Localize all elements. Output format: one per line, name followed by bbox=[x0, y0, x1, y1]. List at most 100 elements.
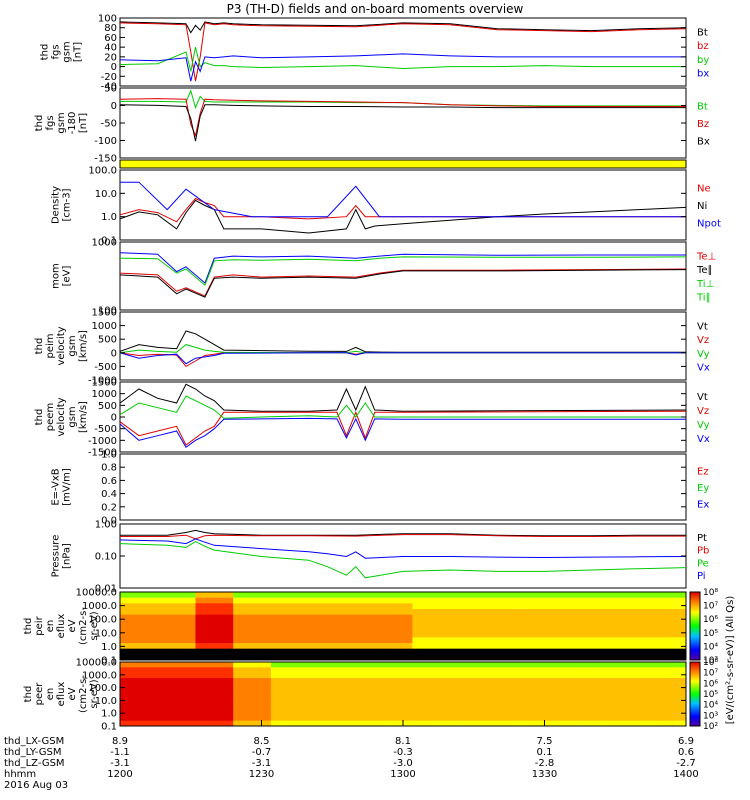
spectrogram-cell bbox=[336, 667, 347, 674]
spectrogram-cell bbox=[610, 609, 621, 616]
spectrogram-cell bbox=[308, 683, 319, 690]
spectrogram-cell bbox=[195, 592, 206, 599]
y-axis-label: [mV/m] bbox=[62, 468, 73, 506]
y-tick-label: 0.1 bbox=[101, 236, 117, 247]
spectrogram-cell bbox=[440, 720, 451, 727]
spectrogram-cell bbox=[450, 603, 461, 610]
spectrogram-cell bbox=[440, 603, 451, 610]
spectrogram-cell bbox=[289, 631, 300, 638]
spectrogram-cell bbox=[204, 662, 215, 668]
spectrogram-cell bbox=[167, 648, 178, 655]
spectrogram-cell bbox=[610, 688, 621, 695]
spectrogram-cell bbox=[233, 678, 244, 684]
spectrogram-cell bbox=[327, 597, 338, 604]
spectrogram-cell bbox=[336, 720, 347, 727]
spectrogram-cell bbox=[384, 688, 395, 695]
spectrogram-cell bbox=[280, 715, 291, 722]
y-axis-label: fgs bbox=[51, 44, 62, 59]
spectrogram-cell bbox=[610, 654, 621, 661]
spectrogram-cell bbox=[431, 637, 442, 644]
spectrogram-cell bbox=[242, 631, 253, 638]
spectrogram-cell bbox=[129, 637, 140, 644]
y-tick-label: 0.01 bbox=[95, 584, 117, 595]
spectrogram-cell bbox=[478, 637, 489, 644]
spectrogram-cell bbox=[233, 662, 244, 668]
spectrogram-cell bbox=[497, 704, 508, 711]
spectrogram-cell bbox=[601, 704, 612, 711]
spectrogram-cell bbox=[535, 620, 545, 627]
spectrogram-cell bbox=[582, 710, 593, 716]
spectrogram-cell bbox=[572, 631, 583, 638]
spectrogram-cell bbox=[601, 720, 612, 727]
spectrogram-cell bbox=[412, 592, 423, 599]
spectrogram-cell bbox=[167, 603, 178, 610]
spectrogram-cell bbox=[450, 620, 461, 627]
spectrogram-cell bbox=[355, 626, 366, 633]
spectrogram-cell bbox=[469, 597, 479, 604]
spectrogram-cell bbox=[421, 603, 432, 610]
spectrogram-cell bbox=[129, 643, 140, 650]
spectrogram-cell bbox=[242, 648, 253, 655]
spectrogram-cell bbox=[506, 662, 517, 668]
spectrogram-cell bbox=[242, 620, 253, 627]
spectrogram-cell bbox=[157, 592, 168, 599]
spectrogram-cell bbox=[497, 592, 508, 599]
spectrogram-cell bbox=[148, 614, 159, 621]
spectrogram-cell bbox=[327, 614, 338, 621]
spectrogram-cell bbox=[459, 631, 470, 638]
spectrogram-cell bbox=[506, 710, 517, 716]
spectrogram-cell bbox=[384, 683, 395, 690]
spectrogram-cell bbox=[648, 710, 659, 716]
spectrogram-cell bbox=[667, 603, 678, 610]
spectrogram-cell bbox=[186, 597, 196, 604]
spectrogram-cell bbox=[563, 648, 574, 655]
spectrogram-cell bbox=[223, 672, 234, 679]
spectrogram-cell bbox=[299, 715, 310, 722]
spectrogram-cell bbox=[204, 678, 215, 684]
spectrogram-cell bbox=[676, 694, 687, 700]
spectrogram-cell bbox=[336, 672, 347, 679]
spectrogram-cell bbox=[535, 688, 545, 695]
spectrogram-cell bbox=[478, 688, 489, 695]
spectrogram-cell bbox=[506, 699, 517, 706]
spectrogram-cell bbox=[469, 720, 479, 727]
spectrogram-cell bbox=[516, 683, 527, 690]
spectrogram-cell bbox=[393, 654, 404, 661]
spectrogram-cell bbox=[601, 699, 612, 706]
spectrogram-cell bbox=[487, 631, 498, 638]
series-line-Vx bbox=[119, 352, 686, 365]
spectrogram-cell bbox=[403, 683, 413, 690]
spectrogram-cell bbox=[582, 699, 593, 706]
spectrogram-cell bbox=[138, 626, 149, 633]
spectrogram-cell bbox=[138, 592, 149, 599]
spectrogram-cell bbox=[535, 672, 545, 679]
spectrogram-cell bbox=[223, 704, 234, 711]
spectrogram-cell bbox=[591, 631, 602, 638]
spectrogram-cell bbox=[289, 592, 300, 599]
spectrogram-cell bbox=[572, 643, 583, 650]
spectrogram-cell bbox=[469, 667, 479, 674]
x-tick-label-lz: -3.0 bbox=[393, 758, 413, 769]
spectrogram-cell bbox=[167, 592, 178, 599]
spectrogram-cell bbox=[204, 704, 215, 711]
spectrogram-cell bbox=[676, 631, 687, 638]
spectrogram-cell bbox=[403, 637, 413, 644]
spectrogram-cell bbox=[148, 720, 159, 727]
spectrogram-cell bbox=[195, 672, 206, 679]
spectrogram-cell bbox=[138, 710, 149, 716]
y-axis-label: sr-eV) bbox=[89, 611, 100, 640]
spectrogram-cell bbox=[516, 637, 527, 644]
spectrogram-cell bbox=[176, 688, 187, 695]
spectrogram-cell bbox=[336, 609, 347, 616]
spectrogram-cell bbox=[270, 626, 281, 633]
spectrogram-cell bbox=[591, 597, 602, 604]
spectrogram-cell bbox=[582, 704, 593, 711]
spectrogram-cell bbox=[176, 678, 187, 684]
spectrogram-cell bbox=[308, 710, 319, 716]
spectrogram-cell bbox=[582, 631, 593, 638]
spectrogram-cell bbox=[393, 637, 404, 644]
series-line-Bt bbox=[119, 21, 687, 34]
spectrogram-cell bbox=[619, 631, 630, 638]
